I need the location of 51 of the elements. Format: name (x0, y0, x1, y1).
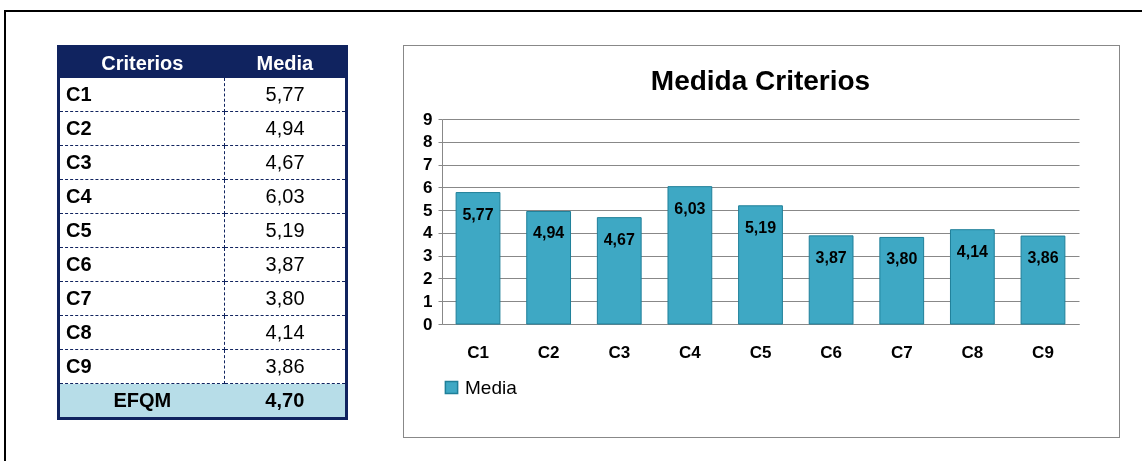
text: 5,77 (265, 83, 305, 105)
text: 6,03 (265, 185, 305, 207)
x-tick-label: C5 (749, 342, 772, 362)
category-label: C1 (66, 83, 92, 105)
category-label: C3 (66, 151, 92, 173)
category-label: C7 (66, 287, 92, 309)
y-tick-label: 6 (423, 177, 433, 197)
data-label: 4,94 (533, 224, 565, 242)
data-label: 5,19 (744, 218, 777, 236)
category-label: C2 (66, 117, 92, 139)
chart-title: Medida Criterios (650, 65, 871, 96)
data-label: 4,14 (956, 242, 989, 260)
text: 4,70 (224, 383, 347, 419)
y-tick-label: 1 (423, 291, 433, 311)
text: 5,19 (265, 219, 305, 241)
data-label: 5,77 (462, 205, 494, 223)
x-tick-label: C3 (608, 342, 631, 362)
data-label: 3,86 (1027, 249, 1059, 267)
x-tick-label: C2 (537, 342, 560, 362)
x-tick-label: C1 (467, 342, 489, 362)
y-tick-label: 7 (423, 155, 433, 175)
x-tick-label: C4 (679, 342, 702, 362)
text: 3,86 (265, 355, 305, 377)
data-label: 4,67 (603, 230, 635, 248)
category-label: C5 (66, 219, 92, 241)
y-tick-label: 9 (423, 109, 433, 129)
x-tick-label: C8 (961, 342, 984, 362)
text: Criterios (58, 46, 225, 78)
x-tick-label: C9 (1032, 342, 1054, 362)
x-tick-label: C6 (820, 342, 842, 362)
y-tick-label: 8 (423, 132, 433, 152)
text: 3,87 (265, 253, 305, 275)
category-label: C8 (66, 321, 92, 343)
y-tick-label: 3 (423, 246, 433, 266)
text: EFQM (58, 383, 225, 419)
y-tick-label: 2 (423, 268, 433, 288)
y-tick-label: 4 (423, 223, 434, 243)
text: 4,14 (265, 321, 305, 343)
data-label: 6,03 (674, 199, 706, 217)
y-tick-label: 0 (423, 314, 433, 334)
text: Media (224, 46, 347, 78)
category-label: C6 (66, 253, 92, 275)
text: 4,94 (265, 117, 305, 139)
text: 4,67 (265, 151, 305, 173)
text: 3,80 (265, 287, 305, 309)
data-label: 3,87 (815, 248, 847, 266)
x-tick-label: C7 (890, 342, 913, 362)
legend-label: Media (465, 376, 518, 398)
data-label: 3,80 (886, 250, 918, 268)
y-tick-label: 5 (423, 200, 433, 220)
category-label: C4 (66, 185, 92, 207)
